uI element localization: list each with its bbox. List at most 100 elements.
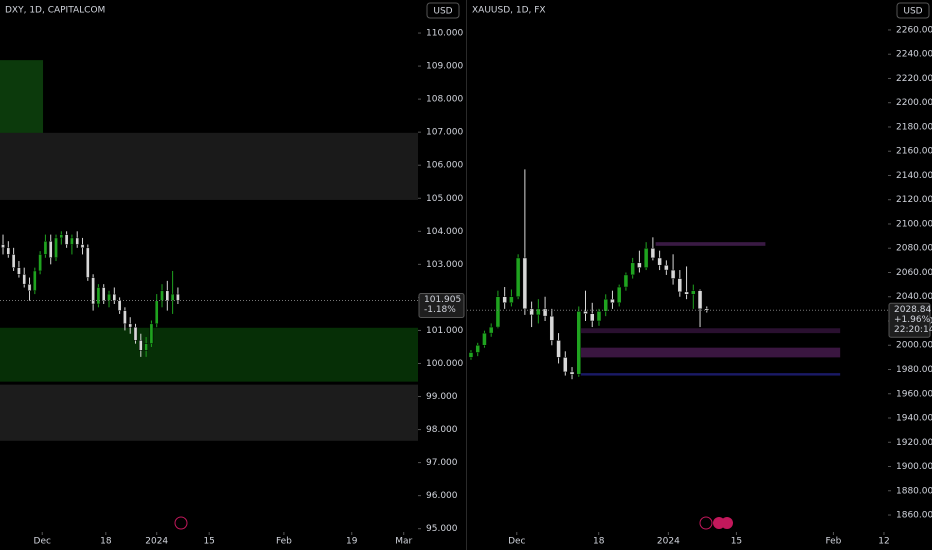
candle-body [623, 274, 629, 288]
zone [580, 328, 841, 334]
candle-body [475, 344, 480, 353]
zone [0, 384, 418, 441]
candle-body [556, 340, 561, 358]
candle-body [697, 290, 703, 310]
candle-body [32, 270, 37, 292]
candle-body [149, 323, 154, 344]
last-price-label: 101.905 [424, 295, 461, 305]
candle-body [502, 296, 507, 304]
candle-body [138, 340, 143, 351]
candle-body [165, 290, 170, 301]
y-tick-label: 1920.00 [896, 438, 932, 448]
candle-body [112, 293, 117, 301]
candle-body [38, 254, 42, 272]
candle-body [684, 291, 689, 295]
y-tick-label: 1980.00 [896, 365, 932, 375]
currency-label[interactable]: USD [433, 7, 452, 17]
y-tick-label: 2100.00 [896, 219, 932, 229]
candle-body [691, 290, 696, 295]
candle-body [495, 296, 501, 328]
candle-body [144, 343, 148, 351]
candle-body [80, 244, 85, 249]
y-tick-label: 1880.00 [896, 486, 932, 496]
zone [655, 242, 766, 246]
last-price-label: 2028.84 [894, 305, 931, 315]
symbol-title: XAUUSD, 1D, FX [472, 6, 546, 16]
candle-body [515, 257, 521, 297]
x-tick-label: Feb [825, 537, 841, 547]
y-tick-label: 2000.00 [896, 341, 932, 351]
y-tick-label: 2260.00 [896, 25, 932, 35]
candle-body [536, 308, 541, 316]
candle-body [643, 247, 649, 268]
candle-body [70, 237, 74, 245]
y-tick-label: 2060.00 [896, 268, 932, 278]
y-tick-label: 2180.00 [896, 122, 932, 132]
candle-body [664, 264, 669, 271]
candle-body [630, 262, 635, 276]
candle-body [529, 308, 534, 316]
y-tick-label: 109.000 [426, 62, 463, 72]
candle-body [563, 357, 568, 373]
candle-body [670, 269, 676, 279]
change-label: +1.96% [894, 315, 931, 325]
candle-body [542, 308, 548, 317]
x-tick-label: 15 [731, 537, 742, 547]
y-tick-label: 2160.00 [896, 147, 932, 157]
candle-body [650, 247, 656, 259]
candle-body [107, 293, 111, 301]
candle-body [704, 308, 710, 311]
currency-button[interactable] [426, 2, 460, 19]
candle-body [48, 240, 53, 258]
candle-body [176, 293, 180, 301]
y-tick-label: 98.000 [426, 425, 458, 435]
candle-body [522, 257, 528, 310]
candle-body [603, 298, 608, 312]
y-tick-label: 105.000 [426, 194, 463, 204]
candle-body [6, 247, 11, 255]
event-icon[interactable] [721, 517, 733, 529]
y-tick-label: 107.000 [426, 128, 463, 138]
y-tick-label: 100.000 [426, 359, 463, 369]
candle-body [133, 326, 138, 341]
candle-body [91, 277, 95, 305]
candle-body [616, 286, 622, 304]
candle-body [583, 311, 588, 314]
zone [580, 347, 841, 358]
y-tick-label: 108.000 [426, 95, 463, 105]
y-tick-label: 2080.00 [896, 244, 932, 254]
candle-body [17, 267, 21, 275]
y-tick-label: 101.000 [426, 326, 463, 336]
last-price-box [888, 302, 931, 338]
y-tick-label: 2040.00 [896, 292, 932, 302]
candle-body [569, 371, 575, 375]
candle-body [154, 300, 159, 325]
candle-body [170, 293, 175, 301]
x-tick-label: 19 [346, 537, 358, 547]
candle-body [549, 315, 555, 341]
y-tick-label: 96.000 [426, 491, 458, 501]
y-tick-label: 2240.00 [896, 50, 932, 60]
candle-body [85, 247, 90, 278]
event-icon[interactable] [174, 516, 188, 530]
y-tick-label: 2200.00 [896, 98, 932, 108]
y-tick-label: 106.000 [426, 161, 463, 171]
candle-body [589, 313, 595, 322]
event-icon[interactable] [699, 516, 713, 530]
candle-body [75, 237, 80, 245]
candle-body [117, 300, 122, 311]
y-tick-label: 2120.00 [896, 195, 932, 205]
candle-body [596, 311, 602, 322]
currency-button[interactable] [896, 2, 930, 19]
y-tick-label: 99.000 [426, 392, 458, 402]
candle-body [59, 234, 64, 239]
candle-body [43, 240, 48, 255]
currency-label[interactable]: USD [903, 7, 922, 17]
candle-body [96, 287, 101, 305]
y-tick-label: 2220.00 [896, 74, 932, 84]
candle-body [64, 234, 69, 245]
candle-body [657, 257, 662, 266]
candle-body [101, 287, 106, 301]
candle-body [160, 290, 164, 301]
